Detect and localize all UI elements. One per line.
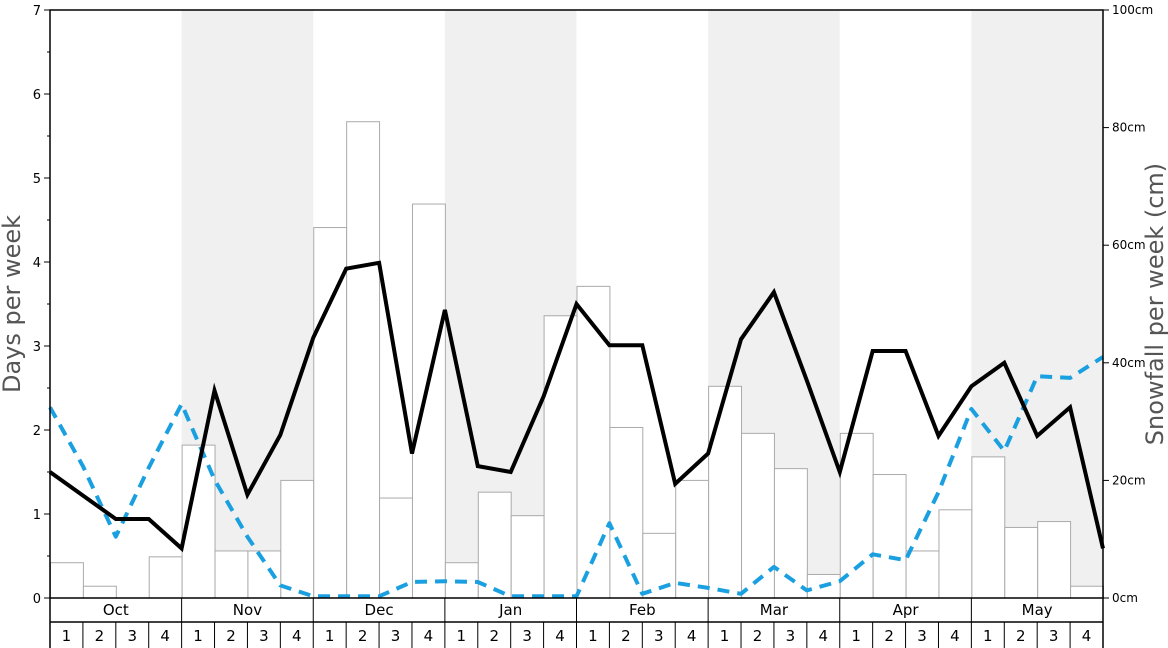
week-label: 4	[555, 627, 565, 645]
week-label: 1	[193, 627, 203, 645]
right-tick-label: 0cm	[1112, 591, 1138, 605]
snowfall-bar	[1037, 521, 1072, 599]
snowfall-bar	[905, 550, 940, 599]
snowfall-bar	[971, 456, 1006, 599]
snowfall-bar	[346, 121, 381, 599]
solid-series-line	[48, 260, 1105, 553]
month-labels: Oct Nov Dec Jan Feb Mar Apr May	[103, 598, 1053, 622]
dashed-series	[48, 355, 1105, 599]
right-tick-label: 100cm	[1112, 3, 1153, 17]
snowfall-bar	[576, 285, 611, 599]
left-tick-label: 0	[33, 592, 41, 607]
snowfall-bar	[1070, 585, 1104, 599]
week-label: 4	[950, 627, 960, 645]
week-label: 2	[489, 627, 499, 645]
week-label: 1	[720, 627, 730, 645]
right-tick-label: 40cm	[1112, 356, 1146, 370]
snowfall-bar	[510, 515, 545, 599]
week-labels: 1 2 3 4 1 2 3 4 1 2 3 4 1 2 3 4 1 2 3 4 1 2 3 4 1 2 3 4 1 2 3 4	[62, 622, 1092, 648]
month-label-mar: Mar	[760, 601, 789, 619]
week-label: 1	[62, 627, 72, 645]
snowfall-bar	[741, 432, 775, 599]
week-label: 1	[325, 627, 335, 645]
dashed-series-line	[48, 355, 1105, 599]
week-label: 2	[621, 627, 631, 645]
left-tick-label: 6	[33, 88, 41, 103]
month-label-feb: Feb	[629, 601, 656, 619]
month-label-jan: Jan	[498, 601, 522, 619]
snowfall-bar	[247, 550, 282, 599]
snowfall-bar	[609, 426, 644, 599]
week-label: 1	[983, 627, 993, 645]
snowfall-bar	[872, 474, 907, 599]
week-label: 4	[424, 627, 434, 645]
week-label: 4	[160, 627, 170, 645]
week-label: 3	[522, 627, 532, 645]
left-axis-ticks: 0 1 2 3 4 5 6 7	[33, 4, 50, 607]
week-label: 4	[819, 627, 829, 645]
week-label: 3	[654, 627, 664, 645]
snowfall-bar	[675, 479, 710, 599]
week-label: 2	[95, 627, 105, 645]
week-label: 3	[1049, 627, 1059, 645]
snowfall-bar	[543, 315, 578, 599]
month-label-nov: Nov	[233, 601, 262, 619]
snowfall-bar	[708, 385, 743, 599]
week-label: 2	[753, 627, 763, 645]
week-label: 4	[1082, 627, 1092, 645]
week-label: 3	[259, 627, 269, 645]
snowfall-bar	[214, 550, 249, 599]
left-tick-label: 4	[33, 256, 41, 271]
week-label: 2	[226, 627, 236, 645]
snowfall-bar	[938, 509, 973, 599]
week-label: 1	[851, 627, 861, 645]
y-axis-left-title: Days per week	[0, 215, 26, 393]
month-label-dec: Dec	[365, 601, 394, 619]
solid-series	[48, 260, 1105, 553]
snowfall-bar	[148, 556, 183, 599]
right-tick-label: 80cm	[1112, 121, 1146, 135]
snowfall-bar	[50, 562, 84, 599]
left-tick-label: 2	[33, 424, 41, 439]
left-tick-label: 5	[33, 172, 41, 187]
week-label: 4	[687, 627, 697, 645]
snowfall-bar	[313, 227, 348, 599]
week-label: 2	[358, 627, 368, 645]
left-tick-label: 1	[33, 508, 41, 523]
y-axis-right-title: Snowfall per week (cm)	[1141, 163, 1168, 445]
week-label: 1	[457, 627, 467, 645]
right-tick-label: 20cm	[1112, 473, 1146, 487]
snowfall-bar	[477, 491, 512, 599]
month-label-may: May	[1022, 601, 1053, 619]
week-label: 3	[786, 627, 796, 645]
left-tick-label: 3	[33, 340, 41, 355]
week-label: 3	[127, 627, 137, 645]
snowfall-bar	[1004, 526, 1039, 599]
week-label: 3	[391, 627, 401, 645]
month-label-oct: Oct	[103, 601, 129, 619]
week-label: 1	[588, 627, 598, 645]
snowfall-bar	[379, 497, 413, 599]
week-label: 4	[292, 627, 302, 645]
month-label-apr: Apr	[893, 601, 920, 619]
week-label: 3	[917, 627, 927, 645]
week-label: 2	[884, 627, 894, 645]
right-tick-label: 60cm	[1112, 238, 1146, 252]
right-axis-ticks: 0cm 20cm 40cm 60cm 80cm 100cm	[1103, 3, 1153, 605]
snowfall-bar	[411, 203, 446, 599]
week-label: 2	[1016, 627, 1026, 645]
snowfall-bar	[82, 585, 117, 599]
snowfall-bar	[280, 479, 315, 599]
left-tick-label: 7	[33, 4, 41, 19]
